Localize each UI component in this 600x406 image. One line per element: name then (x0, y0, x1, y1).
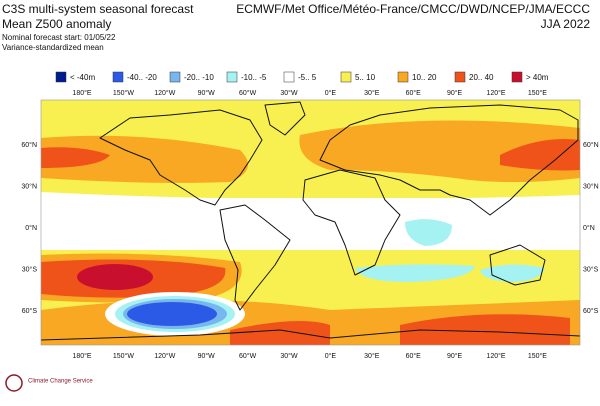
anomaly-region (405, 219, 452, 246)
anomaly-region (77, 264, 153, 290)
legend-label: 20.. 40 (469, 73, 494, 82)
longitude-label: 150°W (113, 89, 134, 97)
legend-swatch (454, 71, 466, 83)
legend-label: 10.. 20 (412, 73, 437, 82)
legend-label: -10.. -5 (241, 73, 267, 82)
longitude-label: 90°E (447, 89, 463, 97)
anomaly-region (41, 100, 580, 122)
latitude-label: 0°N (583, 224, 595, 232)
legend-label: < -40m (70, 73, 95, 82)
latitude-label: 30°N (583, 182, 599, 190)
latitude-label: 0°N (25, 224, 37, 232)
anomaly-region (41, 135, 248, 183)
coastline (264, 101, 306, 136)
legend-label: -5.. 5 (298, 73, 317, 82)
map (41, 100, 580, 345)
coastline (99, 109, 263, 206)
longitude-label: 60°E (406, 352, 422, 360)
anomaly-region (299, 120, 580, 183)
longitude-label: 90°E (447, 352, 463, 360)
longitude-label: 150°E (528, 89, 547, 97)
method: Variance-standardized mean (2, 43, 104, 52)
longitude-label: 30°W (280, 89, 298, 97)
longitude-label: 90°W (198, 89, 216, 97)
season: JJA 2022 (541, 17, 591, 31)
legend-swatch (283, 71, 295, 83)
legend-label: -20.. -10 (184, 73, 214, 82)
longitude-label: 60°W (239, 352, 257, 360)
longitude-label: 60°E (406, 89, 422, 97)
anomaly-region (500, 139, 580, 171)
longitude-label: 150°W (113, 352, 134, 360)
legend-swatch (340, 71, 352, 83)
coastline (302, 169, 401, 276)
coastline (319, 104, 579, 216)
anomaly-region (41, 147, 110, 168)
longitude-label: 120°W (154, 352, 175, 360)
legend-swatch (112, 71, 124, 83)
longitude-label: 0°E (325, 352, 337, 360)
longitude-label: 120°W (154, 89, 175, 97)
latitude-label: 30°S (583, 265, 599, 273)
legend-swatch (511, 71, 523, 83)
legend-swatch (397, 71, 409, 83)
anomaly-region (230, 314, 570, 345)
longitude-label: 30°E (364, 89, 380, 97)
coastline (219, 204, 291, 311)
anomaly-region (127, 302, 217, 326)
title: C3S multi-system seasonal forecast (2, 2, 194, 16)
longitude-label: 90°W (198, 352, 216, 360)
map-frame (40, 99, 581, 346)
centres: ECMWF/Met Office/Météo-France/CMCC/DWD/N… (236, 2, 590, 16)
legend-swatch (169, 71, 181, 83)
logo-icon (5, 374, 23, 392)
legend-swatch (55, 71, 67, 83)
latitude-label: 30°S (22, 265, 38, 273)
longitude-label: 30°W (280, 352, 298, 360)
longitude-label: 30°E (364, 352, 380, 360)
latitude-label: 60°S (22, 307, 38, 315)
logo-text: Climate Change Service (28, 379, 93, 385)
forecast-start: Nominal forecast start: 01/05/22 (2, 33, 116, 42)
anomaly-region (355, 264, 475, 282)
longitude-label: 180°E (72, 89, 91, 97)
coastline (41, 329, 580, 341)
legend-label: 5.. 10 (355, 73, 376, 82)
legend-label: -40.. -20 (127, 73, 157, 82)
latitude-label: 30°N (21, 182, 37, 190)
subtitle: Mean Z500 anomaly (2, 17, 111, 31)
legend-label: > 40m (526, 73, 549, 82)
longitude-label: 60°W (239, 89, 257, 97)
coastline (489, 244, 546, 286)
longitude-label: 150°E (528, 352, 547, 360)
longitude-label: 120°E (486, 89, 505, 97)
longitude-label: 120°E (486, 352, 505, 360)
longitude-label: 0°E (325, 89, 337, 97)
anomaly-region (41, 192, 580, 253)
legend-swatch (226, 71, 238, 83)
latitude-label: 60°N (21, 141, 37, 149)
latitude-label: 60°N (583, 141, 599, 149)
latitude-label: 60°S (583, 307, 599, 315)
longitude-label: 180°E (72, 352, 91, 360)
legend: < -40m -40.. -20 -20.. -10 -10.. -5 -5.. 5 5.… (55, 71, 549, 83)
anomaly-region (480, 264, 545, 282)
graticule-labels: 180°E 180°E 150°W 150°W 120°W 120°W 90°W 90°W 60… (21, 89, 598, 360)
